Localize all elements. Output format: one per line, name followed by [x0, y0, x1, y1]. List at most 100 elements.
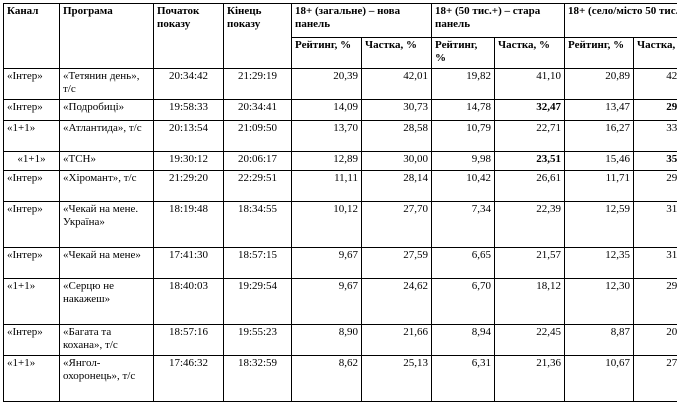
rating-general-cell: 12,89 [291, 151, 362, 171]
col-header-start: Початок показу [153, 3, 224, 69]
share-general-cell: 21,66 [361, 323, 432, 357]
header-row-2: Рейтинг, % Частка, % Рейтинг, % Частка, … [4, 37, 677, 69]
rating-village-cell: 16,27 [564, 119, 635, 153]
table-row: «Інтер» «Подробиці» 19:58:33 20:34:41 14… [3, 99, 677, 121]
program-cell: «Хіромант», т/с [59, 169, 154, 202]
channel-cell: «Інтер» [3, 169, 60, 202]
rating-50k-cell: 8,94 [431, 323, 495, 357]
end-time-cell: 19:29:54 [223, 278, 292, 325]
col-group-general-new-panel: 18+ (загальне) – нова панель [291, 3, 432, 38]
end-time-cell: 19:55:23 [223, 323, 292, 357]
share-village-cell: 27,69 [633, 355, 677, 402]
end-time-cell: 20:34:41 [223, 99, 292, 121]
program-cell: «Чекай на мене» [59, 246, 154, 280]
rating-50k-cell: 9,98 [431, 151, 495, 171]
share-village-cell: 29,49 [633, 169, 677, 202]
share-general-cell: 30,00 [361, 151, 432, 171]
start-time-cell: 20:34:42 [153, 67, 224, 101]
share-village-cell: 33,69 [633, 119, 677, 153]
rating-village-cell: 12,35 [564, 246, 635, 280]
rating-general-cell: 8,62 [291, 355, 362, 402]
col-header-rating-3: Рейтинг, % [564, 37, 635, 69]
rating-village-cell: 20,89 [564, 67, 635, 101]
end-time-cell: 22:29:51 [223, 169, 292, 202]
share-village-cell: 20,99 [633, 323, 677, 357]
share-general-cell: 28,14 [361, 169, 432, 202]
rating-general-cell: 9,67 [291, 278, 362, 325]
table-row: «Інтер» «Хіромант», т/с 21:29:20 22:29:5… [3, 169, 677, 202]
rating-village-cell: 13,47 [564, 99, 635, 121]
end-time-cell: 18:32:59 [223, 355, 292, 402]
share-village-cell: 35,63 [633, 151, 677, 171]
share-village-cell: 31,56 [633, 200, 677, 248]
program-cell: «Серцю не накажеш» [59, 278, 154, 325]
rating-50k-cell: 10,42 [431, 169, 495, 202]
rating-general-cell: 20,39 [291, 67, 362, 101]
table-row: «Інтер» «Тетянин день», т/с 20:34:42 21:… [3, 67, 677, 101]
table-row: «Інтер» «Чекай на мене. Україна» 18:19:4… [3, 200, 677, 248]
rating-50k-cell: 6,31 [431, 355, 495, 402]
ratings-table: Канал Програма Початок показу Кінець пок… [3, 3, 677, 402]
channel-cell: «1+1» [3, 278, 60, 325]
share-50k-cell: 26,61 [493, 169, 566, 202]
header-row-1: Канал Програма Початок показу Кінець пок… [3, 3, 677, 69]
col-header-program: Програма [59, 3, 154, 69]
program-cell: «Атлантида», т/с [59, 119, 154, 153]
channel-cell: «1+1» [3, 355, 60, 402]
rating-village-cell: 12,30 [564, 278, 635, 325]
share-50k-cell: 21,57 [493, 246, 566, 280]
share-general-cell: 27,59 [361, 246, 432, 280]
col-header-channel: Канал [3, 3, 60, 69]
start-time-cell: 19:58:33 [153, 99, 224, 121]
channel-cell: «Інтер» [3, 99, 60, 121]
start-time-cell: 20:13:54 [153, 119, 224, 153]
rating-general-cell: 13,70 [291, 119, 362, 153]
table-row: «1+1» «ТСН» 19:30:12 20:06:17 12,89 30,0… [3, 151, 677, 171]
share-general-cell: 30,73 [361, 99, 432, 121]
start-time-cell: 19:30:12 [153, 151, 224, 171]
share-general-cell: 25,13 [361, 355, 432, 402]
rating-50k-cell: 6,65 [431, 246, 495, 280]
channel-cell: «Інтер» [3, 67, 60, 101]
rating-village-cell: 10,67 [564, 355, 635, 402]
end-time-cell: 20:06:17 [223, 151, 292, 171]
rating-50k-cell: 6,70 [431, 278, 495, 325]
rating-50k-cell: 19,82 [431, 67, 495, 101]
share-50k-cell: 21,36 [493, 355, 566, 402]
rating-village-cell: 15,46 [564, 151, 635, 171]
table-row: «1+1» «Атлантида», т/с 20:13:54 21:09:50… [3, 119, 677, 153]
program-cell: «Чекай на мене. Україна» [59, 200, 154, 248]
share-general-cell: 28,58 [361, 119, 432, 153]
share-50k-cell: 18,12 [493, 278, 566, 325]
rating-general-cell: 9,67 [291, 246, 362, 280]
rating-village-cell: 12,59 [564, 200, 635, 248]
share-50k-cell: 23,51 [493, 151, 566, 171]
col-header-rating-2: Рейтинг, % [431, 37, 495, 69]
program-cell: «Подробиці» [59, 99, 154, 121]
end-time-cell: 21:29:19 [223, 67, 292, 101]
share-village-cell: 29,76 [633, 278, 677, 325]
share-50k-cell: 41,10 [493, 67, 566, 101]
rating-general-cell: 8,90 [291, 323, 362, 357]
table-row: «Інтер» «Чекай на мене» 17:41:30 18:57:1… [3, 246, 677, 280]
program-cell: «Багата та кохана», т/с [59, 323, 154, 357]
rating-general-cell: 14,09 [291, 99, 362, 121]
share-village-cell: 42,80 [633, 67, 677, 101]
end-time-cell: 18:57:15 [223, 246, 292, 280]
share-50k-cell: 22,39 [493, 200, 566, 248]
share-50k-cell: 22,45 [493, 323, 566, 357]
end-time-cell: 21:09:50 [223, 119, 292, 153]
table-row: «1+1» «Янгол-охоронець», т/с 17:46:32 18… [3, 355, 677, 402]
program-cell: «ТСН» [59, 151, 154, 171]
rating-general-cell: 10,12 [291, 200, 362, 248]
start-time-cell: 18:57:16 [153, 323, 224, 357]
rating-general-cell: 11,11 [291, 169, 362, 202]
share-village-cell: 29,20 [633, 99, 677, 121]
end-time-cell: 18:34:55 [223, 200, 292, 248]
col-header-share-3: Частка, % [633, 37, 677, 69]
start-time-cell: 18:40:03 [153, 278, 224, 325]
share-general-cell: 27,70 [361, 200, 432, 248]
channel-cell: «Інтер» [3, 200, 60, 248]
table-row: «Інтер» «Багата та кохана», т/с 18:57:16… [3, 323, 677, 357]
channel-cell: «1+1» [3, 151, 60, 171]
